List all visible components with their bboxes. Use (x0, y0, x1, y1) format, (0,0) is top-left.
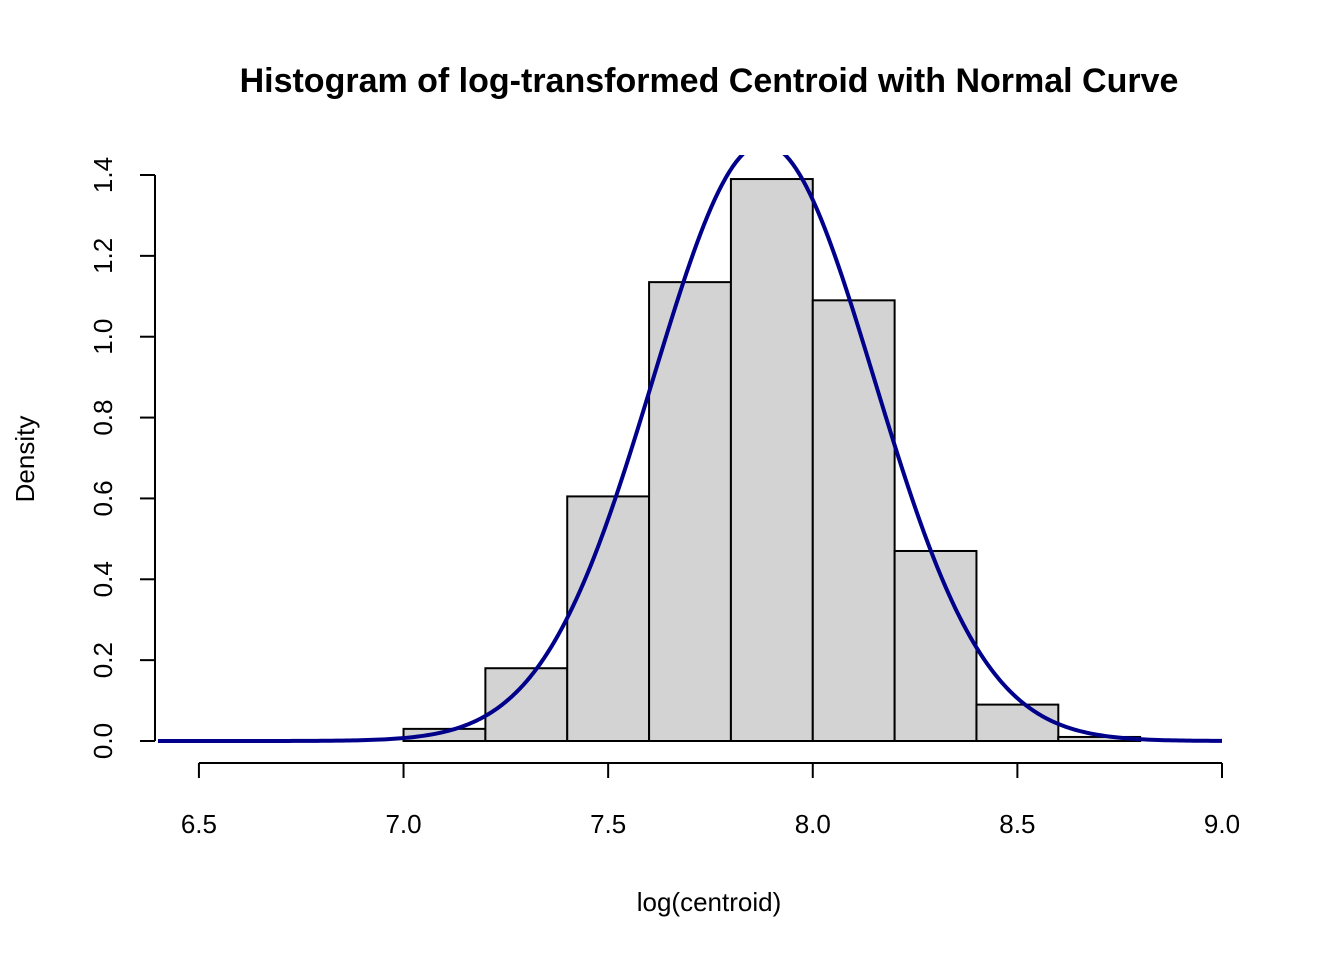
histogram-bar (811, 299, 896, 742)
y-axis: 0.0 0.2 0.4 0.6 0.8 1.0 1.2 1.4 (88, 157, 156, 759)
y-tick-label: 1.0 (88, 319, 118, 355)
x-tick-label: 7.0 (385, 809, 421, 839)
y-tick-label: 0.4 (88, 561, 118, 597)
x-tick-label: 7.5 (590, 809, 626, 839)
normal-curve (158, 155, 1223, 743)
histogram-bar (975, 703, 1060, 742)
y-tick-label: 1.2 (88, 238, 118, 274)
y-axis-title: Density (10, 416, 40, 503)
x-tick-label: 6.5 (181, 809, 217, 839)
y-tick-label: 0.0 (88, 723, 118, 759)
x-tick-label: 9.0 (1204, 809, 1240, 839)
histogram-bar (893, 549, 978, 742)
y-tick-label: 0.2 (88, 642, 118, 678)
histogram-bar (648, 281, 732, 742)
x-axis: 6.5 7.0 7.5 8.0 8.5 9.0 (181, 762, 1240, 839)
x-tick-label: 8.0 (795, 809, 831, 839)
x-tick-label: 8.5 (999, 809, 1035, 839)
y-tick-label: 0.8 (88, 399, 118, 435)
histogram-bars (402, 178, 1142, 743)
histogram-bar (729, 178, 814, 743)
x-axis-title: log(centroid) (637, 887, 782, 917)
y-tick-label: 0.6 (88, 480, 118, 516)
y-tick-label: 1.4 (88, 157, 118, 193)
chart-title: Histogram of log-transformed Centroid wi… (240, 62, 1179, 100)
histogram-bar (566, 495, 651, 742)
